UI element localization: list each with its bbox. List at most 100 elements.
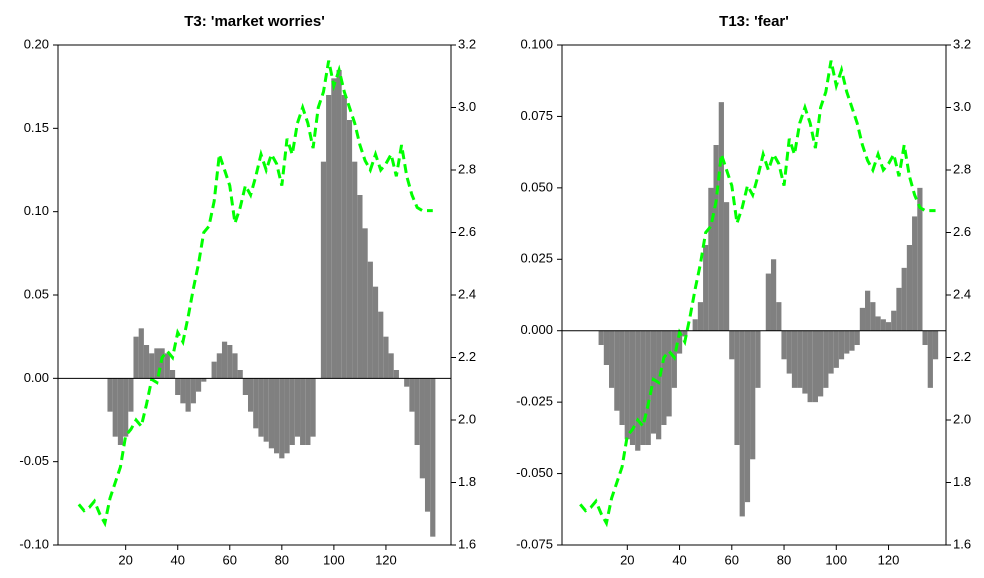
bar <box>734 330 740 445</box>
bar <box>336 70 342 379</box>
bar <box>750 330 756 460</box>
bar <box>310 378 316 437</box>
bar <box>791 330 798 388</box>
bar <box>697 302 704 331</box>
bar <box>844 330 850 354</box>
bar <box>901 267 907 331</box>
bar <box>190 378 196 404</box>
bar <box>812 330 818 403</box>
bar <box>383 336 389 379</box>
bar <box>237 370 243 379</box>
bar <box>885 322 892 331</box>
x-tick-label: 120 <box>878 552 900 567</box>
y-tick-label: 0.05 <box>24 286 49 301</box>
y2-tick-label: 3.2 <box>458 36 476 51</box>
x-tick-label: 60 <box>725 552 739 567</box>
plot-frame <box>57 44 452 546</box>
y2-tick-label: 2.8 <box>458 161 476 176</box>
x-tick-label: 40 <box>672 552 686 567</box>
bar <box>247 378 254 412</box>
bar <box>629 330 636 445</box>
bar <box>331 78 337 379</box>
x-tick-label: 100 <box>323 552 345 567</box>
bar <box>833 330 839 368</box>
bar <box>201 378 207 382</box>
bar <box>823 330 829 388</box>
bar <box>294 378 301 437</box>
bar <box>891 310 897 331</box>
y2-tick-label: 2.0 <box>458 411 476 426</box>
bar <box>289 378 295 445</box>
bar <box>211 361 217 379</box>
bar <box>723 202 730 331</box>
bar <box>419 378 425 479</box>
bar <box>341 95 347 379</box>
x-tick-label: 80 <box>777 552 791 567</box>
bar <box>807 330 813 403</box>
bar <box>367 261 373 379</box>
bar <box>117 378 124 445</box>
y-tick-label: 0.025 <box>520 251 553 266</box>
bar <box>744 330 751 503</box>
bar <box>242 378 248 395</box>
bar <box>404 378 410 387</box>
bar <box>666 330 672 417</box>
bar <box>284 378 290 454</box>
bar <box>268 378 275 449</box>
bar <box>409 378 415 412</box>
bar <box>619 330 625 425</box>
y2-tick-label: 2.6 <box>458 224 476 239</box>
bar <box>708 187 714 331</box>
bar <box>703 245 709 331</box>
bar <box>159 348 165 379</box>
y2-tick-label: 2.8 <box>953 161 971 176</box>
y2-tick-label: 1.6 <box>953 536 971 551</box>
y-tick-label: -0.075 <box>516 536 553 551</box>
bar <box>875 316 881 331</box>
y-tick-label: 0.20 <box>24 36 49 51</box>
bar <box>609 330 615 388</box>
bar <box>776 302 782 331</box>
bar <box>263 378 269 442</box>
chart-title: T13: 'fear' <box>719 13 789 30</box>
y-tick-label: -0.025 <box>516 394 553 409</box>
bar <box>169 370 176 379</box>
bar <box>598 330 604 345</box>
bar <box>227 345 233 379</box>
y-tick-label: 0.10 <box>24 203 49 218</box>
bar <box>123 378 129 437</box>
bar <box>253 378 259 429</box>
y2-tick-label: 2.2 <box>458 349 476 364</box>
y-tick-label: 0.050 <box>520 179 553 194</box>
bar <box>112 378 118 437</box>
bar <box>880 319 886 331</box>
bar <box>300 378 306 445</box>
bar <box>352 161 358 379</box>
bar <box>180 378 186 404</box>
y2-tick-label: 2.6 <box>953 224 971 239</box>
bar <box>656 330 662 440</box>
y-tick-label: -0.10 <box>19 536 49 551</box>
bar <box>645 330 651 445</box>
bar <box>922 330 928 345</box>
x-tick-label: 100 <box>825 552 847 567</box>
x-tick-label: 20 <box>620 552 634 567</box>
bar <box>765 273 771 331</box>
bar <box>430 378 436 537</box>
bar <box>378 311 384 379</box>
y-tick-label: 0.00 <box>24 370 49 385</box>
bar <box>133 336 139 379</box>
bar <box>786 330 792 374</box>
y-tick-label: 0.075 <box>520 108 553 123</box>
y2-tick-label: 3.0 <box>458 99 476 114</box>
bar <box>346 120 353 379</box>
bar <box>274 378 280 454</box>
y2-tick-label: 2.4 <box>458 286 476 301</box>
bar <box>221 341 228 379</box>
bar <box>149 353 155 379</box>
chart-title: T3: 'market worries' <box>184 13 325 30</box>
y2-tick-label: 2.4 <box>953 286 971 301</box>
bar <box>682 330 688 337</box>
bar <box>128 378 134 412</box>
